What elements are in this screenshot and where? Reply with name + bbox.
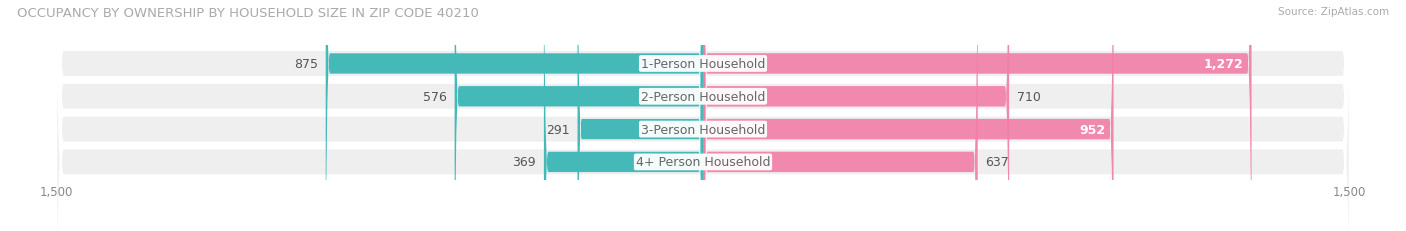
FancyBboxPatch shape — [703, 0, 1114, 231]
Text: 291: 291 — [546, 123, 569, 136]
Text: 3-Person Household: 3-Person Household — [641, 123, 765, 136]
Text: 952: 952 — [1080, 123, 1105, 136]
FancyBboxPatch shape — [56, 0, 1350, 231]
FancyBboxPatch shape — [56, 0, 1350, 231]
FancyBboxPatch shape — [703, 0, 1114, 231]
Text: 637: 637 — [986, 156, 1010, 169]
FancyBboxPatch shape — [703, 0, 1010, 231]
FancyBboxPatch shape — [703, 0, 1010, 231]
Text: 576: 576 — [423, 90, 447, 103]
FancyBboxPatch shape — [326, 0, 703, 231]
FancyBboxPatch shape — [703, 0, 1251, 231]
FancyBboxPatch shape — [703, 0, 977, 231]
Text: 369: 369 — [513, 156, 536, 169]
FancyBboxPatch shape — [454, 0, 703, 231]
FancyBboxPatch shape — [703, 0, 977, 231]
FancyBboxPatch shape — [56, 0, 1350, 231]
FancyBboxPatch shape — [578, 0, 703, 231]
Text: 875: 875 — [294, 58, 318, 71]
Text: OCCUPANCY BY OWNERSHIP BY HOUSEHOLD SIZE IN ZIP CODE 40210: OCCUPANCY BY OWNERSHIP BY HOUSEHOLD SIZE… — [17, 7, 479, 20]
Text: 2-Person Household: 2-Person Household — [641, 90, 765, 103]
Text: 4+ Person Household: 4+ Person Household — [636, 156, 770, 169]
FancyBboxPatch shape — [56, 0, 1350, 231]
Text: 1-Person Household: 1-Person Household — [641, 58, 765, 71]
Text: 710: 710 — [1017, 90, 1040, 103]
Text: Source: ZipAtlas.com: Source: ZipAtlas.com — [1278, 7, 1389, 17]
Text: 1,272: 1,272 — [1204, 58, 1244, 71]
FancyBboxPatch shape — [544, 0, 703, 231]
FancyBboxPatch shape — [703, 0, 1251, 231]
